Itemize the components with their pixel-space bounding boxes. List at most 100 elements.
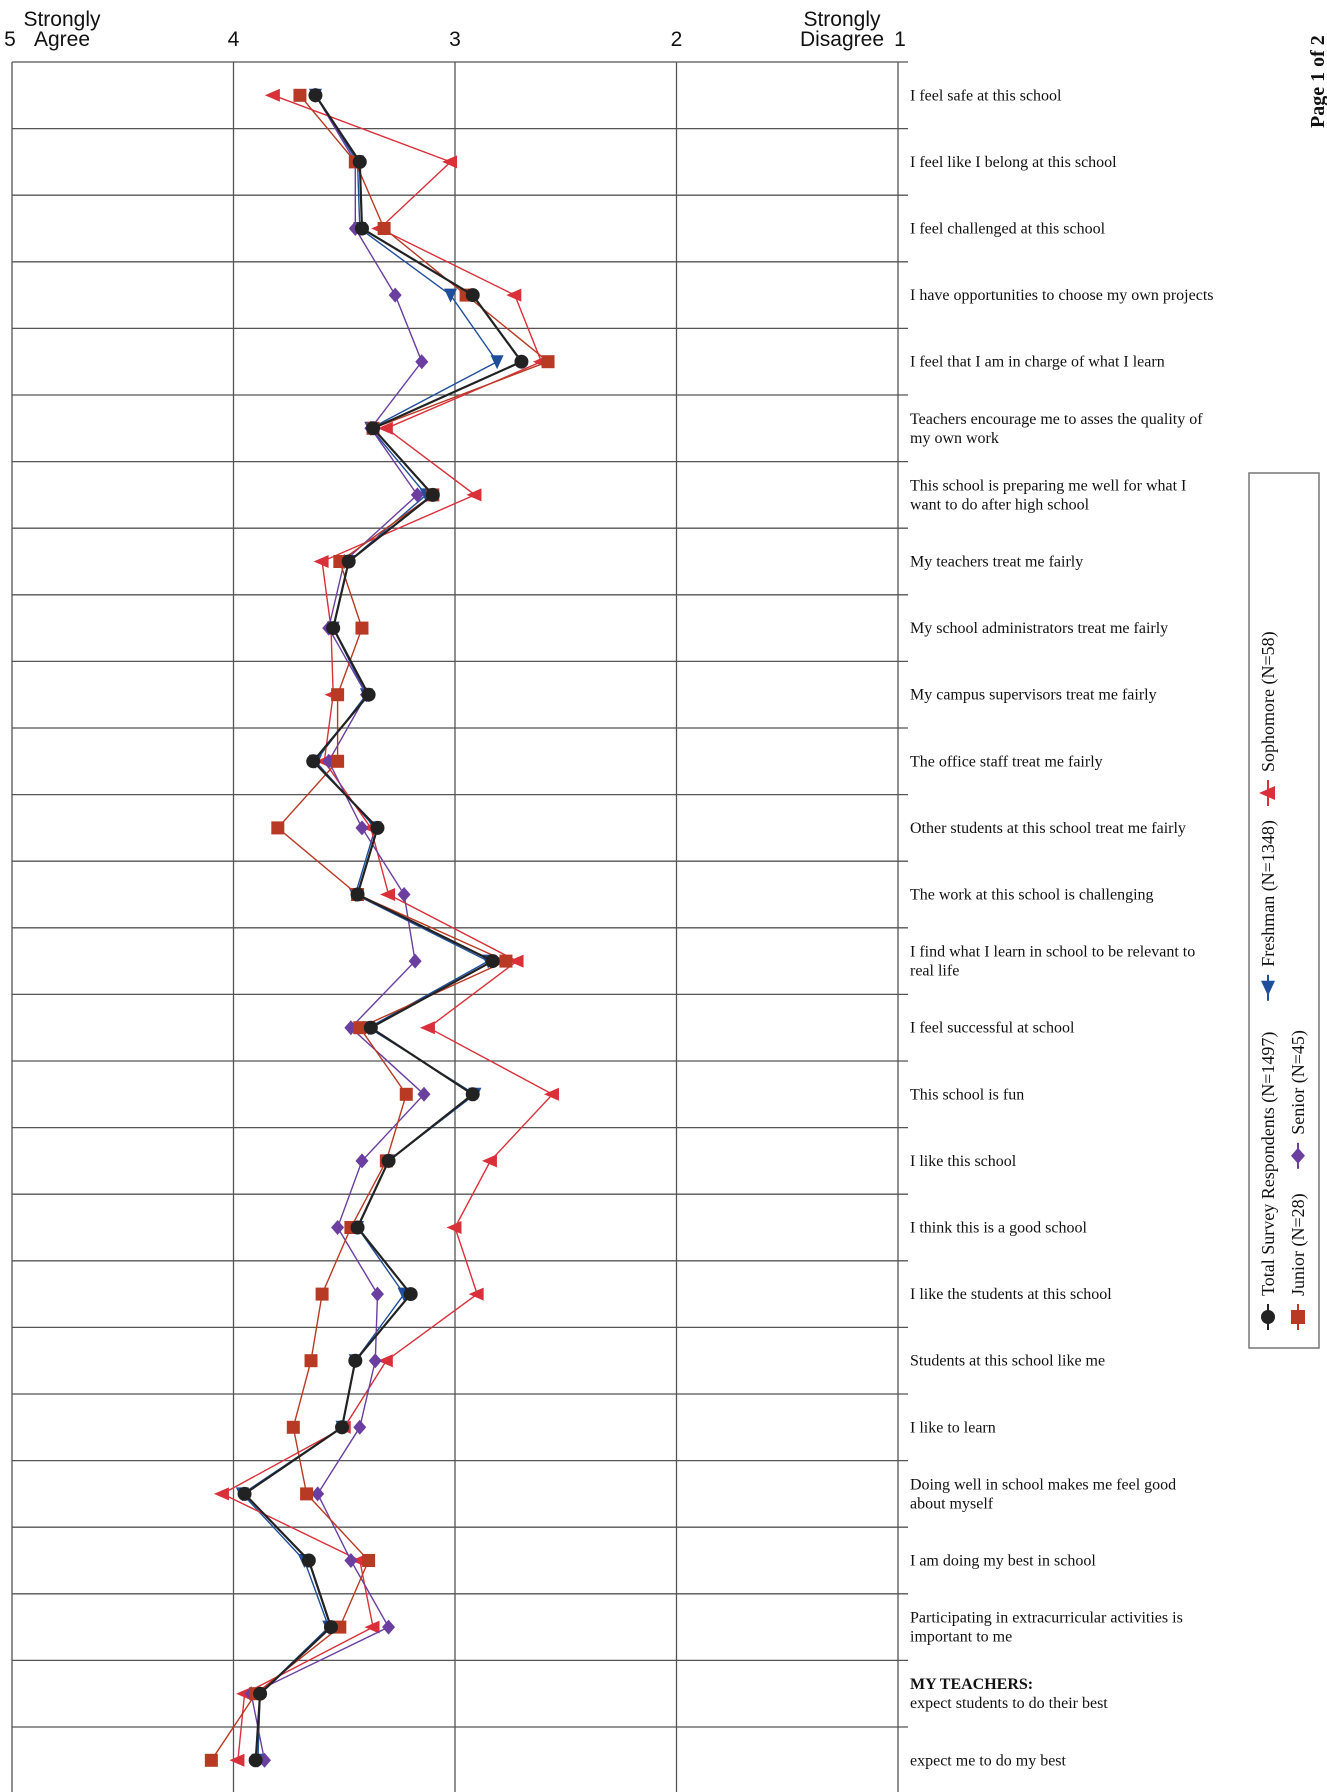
- data-point: [350, 887, 365, 902]
- data-point: [410, 487, 424, 503]
- data-point: [323, 1620, 338, 1635]
- data-point: [377, 421, 393, 435]
- legend-item: Sophomore (N=58): [1258, 631, 1279, 806]
- legend-item: Senior (N=45): [1288, 1030, 1309, 1169]
- data-point: [331, 1220, 345, 1235]
- data-point: [366, 421, 381, 436]
- data-point: [236, 1687, 252, 1701]
- legend-marker: [1261, 1310, 1275, 1324]
- category-label: expect students to do their best: [910, 1695, 1108, 1712]
- data-point: [415, 354, 429, 370]
- category-label: real life: [910, 963, 959, 980]
- data-point: [335, 1420, 350, 1435]
- data-point: [541, 355, 555, 369]
- data-point: [490, 355, 504, 370]
- data-point: [326, 621, 341, 636]
- data-point: [213, 1487, 229, 1501]
- data-point: [465, 288, 480, 303]
- axis-left-label: Strongly: [23, 8, 101, 31]
- data-point: [308, 88, 323, 103]
- data-point: [388, 287, 402, 303]
- page-label: Page 1 of 2: [1307, 35, 1327, 128]
- series-line: [250, 94, 425, 1761]
- data-point: [508, 954, 524, 968]
- data-point: [271, 821, 285, 835]
- data-point: [300, 1487, 314, 1501]
- data-point: [499, 954, 513, 968]
- data-point: [306, 754, 321, 769]
- category-label: The work at this school is challenging: [910, 887, 1154, 904]
- data-point: [355, 621, 369, 635]
- tick-label: 2: [671, 28, 683, 51]
- series-line: [220, 94, 554, 1761]
- category-label: I am doing my best in school: [910, 1553, 1096, 1570]
- category-label: want to do after high school: [910, 496, 1090, 513]
- category-label: My school administrators treat me fairly: [910, 620, 1168, 637]
- data-point: [352, 154, 367, 169]
- data-point: [465, 1087, 480, 1102]
- legend-marker: [1261, 980, 1275, 996]
- data-point: [344, 1553, 358, 1568]
- data-point: [514, 354, 529, 369]
- category-label: I like to learn: [910, 1419, 996, 1436]
- data-point: [311, 1486, 325, 1502]
- data-point: [543, 1087, 559, 1101]
- data-point: [229, 1753, 245, 1767]
- data-point: [248, 1753, 263, 1768]
- legend-marker: [1291, 1310, 1305, 1324]
- category-label: I find what I learn in school to be rele…: [910, 944, 1195, 961]
- category-label: I like this school: [910, 1153, 1017, 1170]
- legend-marker: [1259, 786, 1275, 800]
- tick-label: 3: [449, 28, 461, 51]
- tick-label: 4: [228, 28, 240, 51]
- data-point: [348, 1353, 363, 1368]
- category-label: The office staff treat me fairly: [910, 753, 1103, 770]
- category-label: I have opportunities to choose my own pr…: [910, 287, 1214, 304]
- data-point: [363, 1020, 378, 1035]
- category-label: This school is preparing me well for wha…: [910, 477, 1186, 494]
- tick-label: 1: [894, 28, 906, 51]
- data-point: [313, 555, 329, 568]
- category-label: my own work: [910, 430, 999, 447]
- data-point: [442, 155, 458, 169]
- category-label: I feel like I belong at this school: [910, 154, 1117, 171]
- category-label: My campus supervisors treat me fairly: [910, 687, 1157, 704]
- data-point: [253, 1686, 268, 1701]
- data-point: [354, 221, 369, 236]
- data-point: [382, 1619, 396, 1635]
- data-point: [468, 1287, 484, 1301]
- legend-item: Freshman (N=1348): [1258, 820, 1279, 1001]
- data-point: [331, 754, 345, 768]
- legend-label: Junior (N=28): [1288, 1193, 1309, 1296]
- series-triangle-left: [213, 88, 559, 1767]
- category-label: important to me: [910, 1629, 1012, 1646]
- category-label: Students at this school like me: [910, 1353, 1105, 1370]
- data-point: [331, 688, 345, 702]
- legend: Total Survey Respondents (N=1497) Freshma…: [1248, 472, 1320, 1349]
- category-label: This school is fun: [910, 1086, 1024, 1103]
- axis-right-label-2: Disagree: [800, 28, 884, 51]
- data-point: [286, 1420, 300, 1434]
- data-point: [315, 1287, 329, 1301]
- data-point: [353, 1021, 367, 1035]
- data-point: [341, 554, 356, 569]
- legend-item: Total Survey Respondents (N=1497): [1258, 1032, 1279, 1330]
- category-label: I feel that I am in charge of what I lea…: [910, 354, 1165, 371]
- data-point: [399, 1087, 413, 1101]
- axis-left-label-2: Agree: [34, 28, 90, 51]
- legend-label: Senior (N=45): [1288, 1030, 1309, 1135]
- data-point: [466, 488, 482, 502]
- tick-label: 5: [4, 28, 16, 51]
- data-point: [301, 1553, 316, 1568]
- data-point: [381, 1153, 396, 1168]
- legend-box: [1248, 472, 1320, 1349]
- series-line: [210, 94, 550, 1761]
- category-labels: I feel safe at this school I feel like I …: [910, 87, 1214, 1769]
- data-point: [446, 1221, 462, 1234]
- data-point: [293, 88, 307, 102]
- category-label: MY TEACHERS:: [910, 1676, 1033, 1693]
- category-label: Participating in extracurricular activit…: [910, 1610, 1183, 1627]
- axis-right-label: Strongly: [803, 8, 881, 31]
- data-point: [237, 1486, 252, 1501]
- data-point: [304, 1354, 318, 1368]
